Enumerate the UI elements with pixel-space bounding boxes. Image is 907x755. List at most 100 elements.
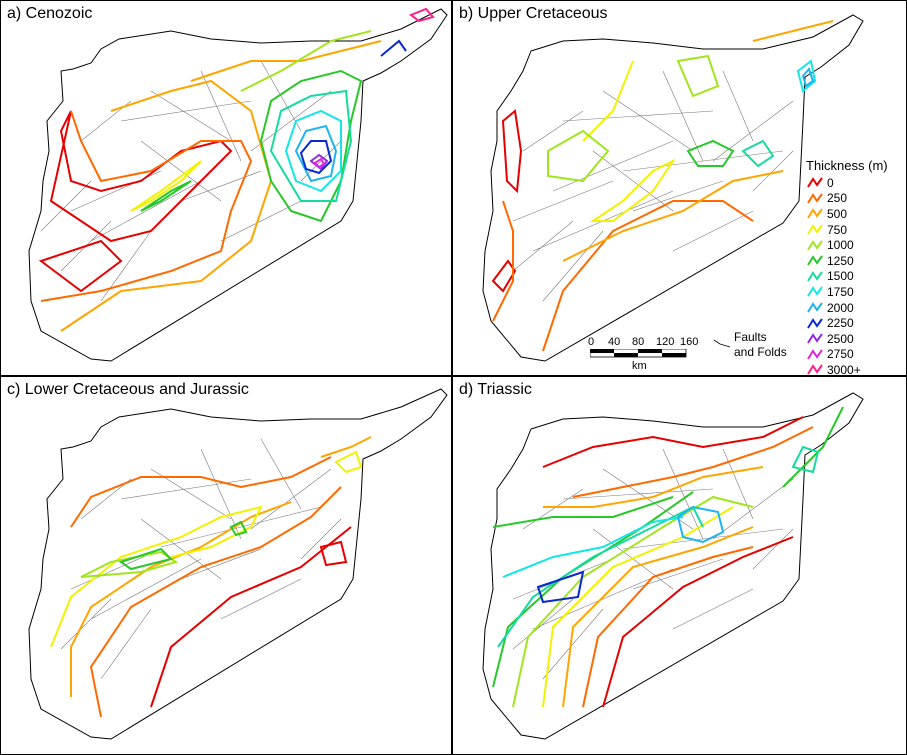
legend-item: 1000 (806, 237, 906, 253)
contour-250 (492, 200, 514, 322)
contour-1000 (240, 30, 372, 92)
legend-item: 2250 (806, 315, 906, 331)
contour-0 (501, 109, 523, 194)
syria-outline (482, 392, 864, 740)
legend-label: 2000 (827, 300, 854, 315)
lower-cretaceous-jurassic-map (28, 388, 448, 740)
contour-750 (589, 158, 676, 222)
contour-0 (602, 536, 794, 708)
contour-2250 (299, 140, 333, 175)
legend-swatch (807, 224, 823, 235)
thickness-contours (491, 20, 834, 352)
map-panel-triassic: d) Triassic (452, 376, 907, 755)
syria-outline (28, 8, 448, 362)
scale-tick-label: 120 (656, 336, 675, 348)
legend-label: 1250 (827, 253, 854, 268)
contour-1500 (791, 445, 820, 474)
contour-1500 (497, 505, 704, 648)
legend-swatch (807, 364, 823, 375)
contour-500 (60, 79, 273, 332)
panel-title: c) Lower Cretaceous and Jurassic (7, 381, 249, 398)
fault-key: Faults and Folds (712, 330, 804, 370)
contour-250 (40, 110, 253, 302)
map-panel-upper-cretaceous: b) Upper Cretaceous (452, 0, 907, 376)
contour-1000 (676, 54, 720, 98)
contour-0 (491, 259, 517, 293)
thickness-contours (492, 406, 844, 708)
legend-swatch (807, 177, 823, 188)
scale-bar: 0 40 80 120 160 km (586, 336, 706, 376)
legend-label: 500 (827, 206, 848, 221)
legend-swatch (807, 317, 823, 329)
legend-label: 3000+ (827, 362, 861, 377)
legend-label: 1500 (827, 269, 854, 284)
contour-0 (150, 526, 352, 708)
legend-item: 1750 (806, 284, 906, 300)
contour-1500 (741, 139, 775, 168)
upper-cretaceous-map (482, 14, 864, 362)
contour-2000 (294, 124, 338, 183)
fault-key-line2: and Folds (734, 345, 787, 359)
panel-title: a) Cenozoic (7, 5, 93, 22)
contour-2750 (313, 157, 326, 169)
scale-tick-label: 160 (680, 336, 699, 348)
triassic-map (482, 392, 864, 740)
legend-item: 500 (806, 206, 906, 222)
legend-items: 0 250 500 750 1000 1250 1500 1750 2000 2250 2500 27… (806, 175, 906, 378)
legend-swatch (807, 348, 823, 360)
legend-item: 1500 (806, 269, 906, 285)
scale-tick-label: 80 (632, 336, 645, 348)
contour-750 (582, 60, 634, 142)
legend-label: 2500 (827, 331, 854, 346)
contour-500 (562, 526, 754, 708)
contour-1250 (259, 69, 363, 223)
legend-item: 250 (806, 191, 906, 207)
scale-bar-graphic (590, 349, 687, 358)
contour-1250 (686, 139, 735, 167)
fault-key-line1: Faults (734, 330, 767, 344)
contour-1250 (492, 496, 674, 528)
fault-lines (60, 438, 342, 680)
contour-500 (320, 436, 372, 458)
legend-swatch (807, 208, 823, 220)
contour-0 (542, 416, 804, 468)
syria-outline (482, 14, 864, 362)
contour-0 (49, 110, 233, 243)
contour-1250 (140, 180, 192, 212)
thickness-contours (50, 436, 372, 718)
fault-lines (512, 70, 794, 302)
contour-500 (752, 20, 834, 42)
contour-3000-plus (408, 7, 435, 23)
contour-1000 (80, 550, 179, 578)
contour-750 (334, 450, 363, 474)
legend-label: 1000 (827, 238, 854, 253)
contour-0 (38, 239, 123, 293)
legend-label: 250 (827, 191, 848, 206)
contour-500 (70, 501, 292, 697)
contour-1750 (796, 59, 817, 93)
legend-item: 0 (806, 175, 906, 191)
contour-1000 (547, 129, 610, 183)
contour-2000 (801, 67, 815, 88)
legend-label: 2750 (827, 347, 854, 362)
contour-500 (543, 466, 764, 508)
legend-swatch (807, 333, 823, 344)
contour-2250 (536, 570, 585, 604)
contour-250 (70, 456, 332, 528)
contour-250 (582, 546, 754, 708)
legend-swatch (807, 193, 823, 204)
scale-unit: km (632, 360, 647, 372)
legend-item: 750 (806, 222, 906, 238)
contour-1500 (269, 89, 353, 202)
contour-1250 (118, 547, 173, 571)
contour-750 (542, 506, 734, 708)
contour-1750 (502, 516, 684, 578)
legend-swatch (807, 286, 823, 297)
contour-2250 (380, 39, 407, 57)
scale-tick-label: 0 (588, 336, 595, 348)
legend-item: 2500 (806, 331, 906, 347)
thickness-contours (38, 7, 435, 332)
legend-item: 3000+ (806, 362, 906, 378)
scale-tick-label: 40 (608, 336, 621, 348)
legend-item: 2000 (806, 300, 906, 316)
